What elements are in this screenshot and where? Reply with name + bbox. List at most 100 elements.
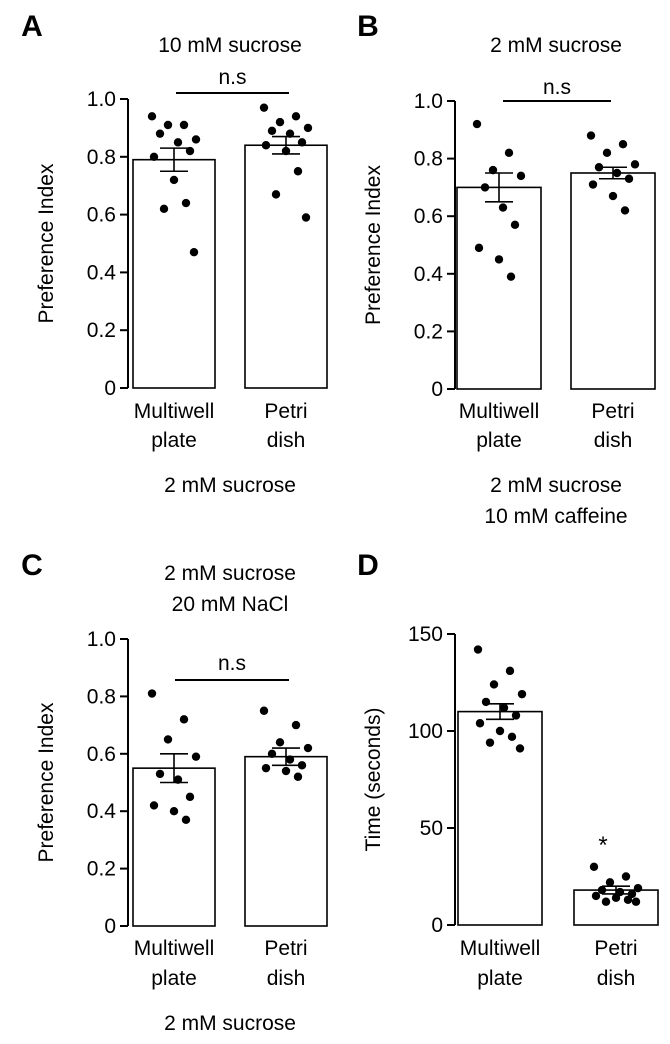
data-point bbox=[275, 738, 285, 747]
data-point bbox=[191, 135, 201, 144]
data-point bbox=[481, 697, 491, 707]
data-point bbox=[285, 755, 295, 764]
data-point bbox=[185, 146, 195, 156]
data-point bbox=[586, 131, 596, 140]
data-point bbox=[291, 720, 301, 730]
data-point bbox=[155, 769, 165, 779]
data-point bbox=[618, 140, 628, 149]
chart-title: 20 mM NaCl bbox=[172, 593, 289, 616]
data-point bbox=[602, 148, 612, 158]
bar bbox=[132, 767, 216, 927]
data-point bbox=[267, 126, 277, 135]
x-tick-label: dish bbox=[267, 967, 306, 990]
x-tick-label: plate bbox=[477, 967, 523, 990]
data-point bbox=[499, 703, 509, 712]
data-point bbox=[149, 152, 159, 161]
panel-d: D 0 50 100 150 Time (seconds) Multiwell plate Pe… bbox=[357, 549, 659, 990]
chart-title: 10 mM sucrose bbox=[158, 34, 302, 57]
panel-letter-b: B bbox=[357, 10, 379, 43]
condition-label: 2 mM sucrose bbox=[490, 474, 622, 497]
data-point bbox=[589, 862, 599, 871]
data-point bbox=[147, 112, 157, 121]
y-axis-label: Preference Index bbox=[362, 165, 385, 325]
data-point bbox=[516, 171, 526, 181]
y-tick-label: 0 bbox=[104, 377, 116, 400]
y-tick-label: 100 bbox=[408, 720, 443, 743]
panel-b: B 2 mM sucrose 0 0.2 0.4 0.6 0.8 1.0 Preference … bbox=[357, 10, 656, 528]
panel-letter-d: D bbox=[357, 549, 379, 582]
data-point bbox=[191, 752, 201, 761]
significance-label: n.s bbox=[218, 66, 246, 89]
bar bbox=[570, 172, 656, 390]
x-tick-label: Multiwell bbox=[459, 400, 540, 423]
data-point bbox=[494, 255, 504, 264]
data-point bbox=[261, 763, 271, 773]
y-tick-label: 0.2 bbox=[87, 319, 116, 342]
y-axis-label: Time (seconds) bbox=[362, 708, 385, 852]
data-point bbox=[510, 220, 520, 230]
data-point bbox=[505, 666, 515, 676]
chart-title: 2 mM sucrose bbox=[490, 34, 622, 57]
data-point bbox=[612, 168, 622, 178]
bar bbox=[132, 158, 216, 389]
y-axis-label: Preference Index bbox=[35, 163, 58, 323]
y-tick-label: 1.0 bbox=[87, 88, 116, 111]
significance-label: n.s bbox=[543, 76, 571, 99]
data-point bbox=[291, 112, 301, 121]
data-point bbox=[507, 732, 517, 742]
x-tick-label: Petri bbox=[264, 400, 307, 423]
data-point bbox=[601, 897, 611, 906]
data-point bbox=[267, 749, 277, 758]
data-point bbox=[149, 801, 159, 810]
data-point bbox=[608, 191, 618, 201]
x-tick-label: dish bbox=[594, 429, 633, 452]
data-point bbox=[495, 726, 505, 736]
bar bbox=[457, 710, 543, 926]
data-point bbox=[285, 129, 295, 138]
x-tick-label: Multiwell bbox=[134, 400, 215, 423]
x-tick-label: dish bbox=[597, 967, 636, 990]
data-point bbox=[515, 744, 525, 753]
y-tick-label: 0.8 bbox=[87, 685, 116, 708]
panel-c: C 2 mM sucrose 20 mM NaCl 0 0.2 0.4 0.6 0.8 1.0 P… bbox=[21, 549, 328, 1035]
data-point bbox=[473, 645, 483, 654]
data-point bbox=[303, 743, 313, 753]
data-point bbox=[275, 117, 285, 127]
x-tick-label: plate bbox=[151, 429, 197, 452]
bar bbox=[244, 144, 328, 389]
y-tick-label: 0 bbox=[431, 914, 443, 937]
data-point bbox=[594, 163, 604, 172]
panel-letter-a: A bbox=[21, 10, 43, 43]
y-tick-label: 0.4 bbox=[414, 263, 444, 286]
significance-star: * bbox=[598, 832, 607, 859]
data-point bbox=[303, 123, 313, 133]
data-point bbox=[621, 872, 631, 881]
data-point bbox=[293, 772, 303, 781]
data-point bbox=[173, 138, 183, 147]
x-tick-label: plate bbox=[476, 429, 522, 452]
condition-label: 2 mM sucrose bbox=[164, 474, 296, 497]
y-tick-label: 1.0 bbox=[87, 628, 116, 651]
bar bbox=[244, 755, 328, 927]
x-tick-label: Petri bbox=[594, 937, 637, 960]
y-tick-label: 0.8 bbox=[87, 146, 116, 169]
data-point bbox=[259, 706, 269, 715]
data-point bbox=[472, 119, 482, 129]
y-tick-label: 0.6 bbox=[87, 743, 116, 766]
data-point bbox=[259, 103, 269, 112]
bar bbox=[456, 186, 542, 390]
data-point bbox=[169, 807, 179, 816]
panel-letter-c: C bbox=[21, 549, 43, 582]
y-tick-label: 150 bbox=[408, 623, 443, 646]
x-tick-label: dish bbox=[267, 429, 306, 452]
y-tick-label: 0.2 bbox=[87, 858, 116, 881]
y-tick-label: 0.4 bbox=[87, 800, 117, 823]
significance-label: n.s bbox=[218, 652, 246, 675]
x-tick-label: plate bbox=[151, 967, 197, 990]
data-point bbox=[597, 885, 607, 895]
data-point bbox=[630, 160, 640, 169]
data-point bbox=[588, 180, 598, 189]
data-point bbox=[489, 680, 499, 689]
data-point bbox=[147, 689, 157, 698]
data-point bbox=[485, 738, 495, 747]
